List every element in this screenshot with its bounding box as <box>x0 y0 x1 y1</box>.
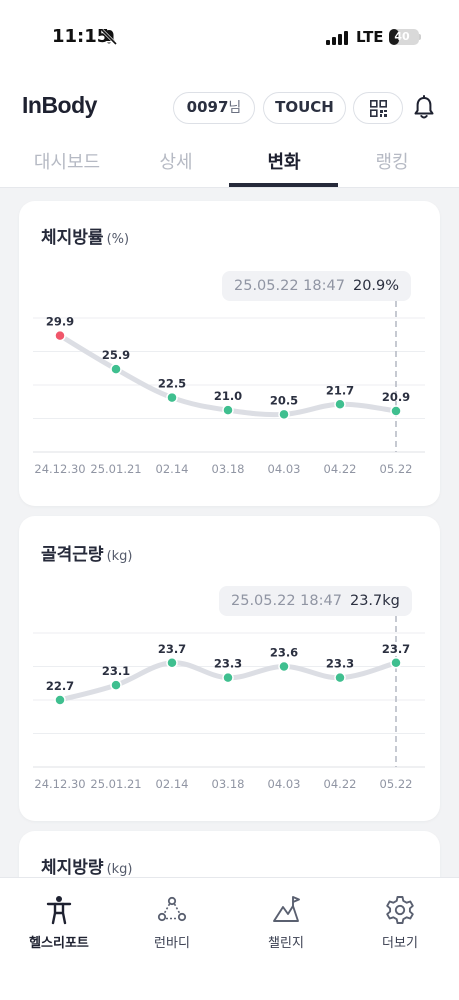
data-label: 25.9 <box>102 348 130 362</box>
status-time: 11:15 <box>52 26 110 47</box>
skeletal-muscle-card[interactable]: 골격근량 (kg) 25.05.22 18:47 23.7kg 22.7 23.1 23… <box>19 516 440 821</box>
data-point <box>54 694 66 706</box>
data-point <box>166 657 178 669</box>
data-point <box>222 671 234 684</box>
x-tick-label: 04.03 <box>268 777 301 791</box>
active-tab-indicator <box>229 183 338 187</box>
x-tick-label: 02.14 <box>156 462 189 476</box>
x-tick-label: 25.01.21 <box>90 777 141 791</box>
x-tick-label: 24.12.30 <box>34 462 85 476</box>
data-label: 23.7 <box>158 642 186 656</box>
data-label: 23.1 <box>102 664 130 678</box>
battery-fill <box>389 29 400 45</box>
nav-challenge[interactable]: 챌린지 <box>236 894 336 951</box>
data-label: 22.7 <box>46 679 74 693</box>
data-label: 21.0 <box>214 389 242 403</box>
battery-nub <box>419 34 421 40</box>
card-title: 체지방량 (kg) <box>41 853 133 878</box>
battery-level: 40 <box>394 30 410 43</box>
bell-icon[interactable] <box>412 95 436 121</box>
data-point <box>166 391 178 404</box>
user-suffix: 님 <box>228 100 242 116</box>
tab-bar: 대시보드 상세 변화 랭킹 <box>0 144 459 188</box>
x-tick-label: 05.22 <box>380 777 413 791</box>
card-unit: (kg) <box>106 862 133 877</box>
data-point <box>334 671 346 684</box>
nav-label: 더보기 <box>382 936 418 951</box>
tab-detail[interactable]: 상세 <box>159 152 193 173</box>
data-label: 23.6 <box>270 646 298 660</box>
tooltip-date: 25.05.22 18:47 <box>234 278 345 294</box>
touch-button[interactable]: TOUCH <box>263 92 346 124</box>
tooltip-value: 23.7kg <box>349 593 400 609</box>
nav-runbody[interactable]: 런바디 <box>122 894 222 951</box>
data-point <box>110 363 122 375</box>
data-point <box>278 660 290 673</box>
skeletal-muscle-chart[interactable]: 22.7 23.1 23.7 23.3 23.6 23.3 23.7 24.12.30 25.0… <box>19 516 440 806</box>
x-tick-label: 04.22 <box>324 462 357 476</box>
card-title-text: 체지방률 <box>41 228 104 248</box>
network-type: LTE <box>356 28 384 46</box>
user-id: 0097 <box>186 98 229 116</box>
x-tick-label: 03.18 <box>212 777 245 791</box>
data-point <box>334 398 346 411</box>
data-label: 22.5 <box>158 377 186 391</box>
nav-health-report[interactable]: 헬스리포트 <box>9 894 109 951</box>
x-tick-label: 04.03 <box>268 462 301 476</box>
tooltip-date: 25.05.22 18:47 <box>231 593 342 609</box>
tab-dashboard[interactable]: 대시보드 <box>33 152 101 173</box>
data-point <box>390 405 402 417</box>
selected-point-tooltip: 25.05.22 18:47 23.7kg <box>219 586 412 616</box>
signal-icon <box>326 31 348 45</box>
inbody-logo: InBody <box>22 92 97 118</box>
card-title: 체지방률 (%) <box>41 223 129 248</box>
data-label: 23.3 <box>214 657 242 671</box>
selected-point-tooltip: 25.05.22 18:47 20.9% <box>222 271 412 301</box>
bell-off-icon <box>100 28 118 46</box>
x-tick-label: 02.14 <box>156 777 189 791</box>
qr-button[interactable] <box>353 92 403 124</box>
x-tick-label: 04.22 <box>324 777 357 791</box>
data-point <box>278 408 290 421</box>
data-point <box>222 404 234 416</box>
gear-icon <box>386 896 414 924</box>
x-tick-label: 03.18 <box>212 462 245 476</box>
data-label: 23.3 <box>326 657 354 671</box>
card-title-text: 체지방량 <box>41 858 104 878</box>
data-point <box>110 679 122 691</box>
tab-ranking[interactable]: 랭킹 <box>375 152 409 173</box>
data-point <box>390 657 402 669</box>
data-label: 20.5 <box>270 393 298 407</box>
tab-change[interactable]: 변화 <box>267 152 301 173</box>
health-report-icon <box>46 896 72 925</box>
bottom-navigation: 헬스리포트 런바디 챌린지 더보기 <box>0 877 459 1000</box>
body-fat-percent-card[interactable]: 체지방률 (%) 25.05.22 18:47 20.9% 29.9 25.9 22.5… <box>19 201 440 506</box>
app-header: InBody 0097님 TOUCH 대시보드 상세 변화 랭킹 <box>0 76 459 188</box>
data-label: 20.9 <box>382 390 410 404</box>
tooltip-value: 20.9% <box>352 278 400 294</box>
data-point <box>54 329 66 342</box>
battery-icon: 40 <box>389 29 419 45</box>
nav-more[interactable]: 더보기 <box>350 894 450 951</box>
x-tick-label: 24.12.30 <box>34 777 85 791</box>
challenge-icon <box>273 896 300 922</box>
nav-label: 챌린지 <box>268 936 304 951</box>
runbody-icon <box>157 896 187 922</box>
body-fat-percent-chart[interactable]: 29.9 25.9 22.5 21.0 20.5 21.7 20.9 24.12.30 25.0… <box>19 201 440 491</box>
qr-icon <box>370 100 387 117</box>
data-label: 23.7 <box>382 642 410 656</box>
card-title-text: 골격근량 <box>41 545 104 565</box>
card-unit: (%) <box>106 232 130 247</box>
nav-label: 헬스리포트 <box>29 936 89 951</box>
card-title: 골격근량 (kg) <box>41 540 133 565</box>
data-label: 29.9 <box>46 315 74 329</box>
user-id-button[interactable]: 0097님 <box>173 92 255 124</box>
x-tick-label: 05.22 <box>380 462 413 476</box>
nav-label: 런바디 <box>154 936 190 951</box>
status-bar: 11:15 LTE 40 <box>0 0 459 76</box>
data-label: 21.7 <box>326 383 354 397</box>
card-unit: (kg) <box>106 549 133 564</box>
x-tick-label: 25.01.21 <box>90 462 141 476</box>
